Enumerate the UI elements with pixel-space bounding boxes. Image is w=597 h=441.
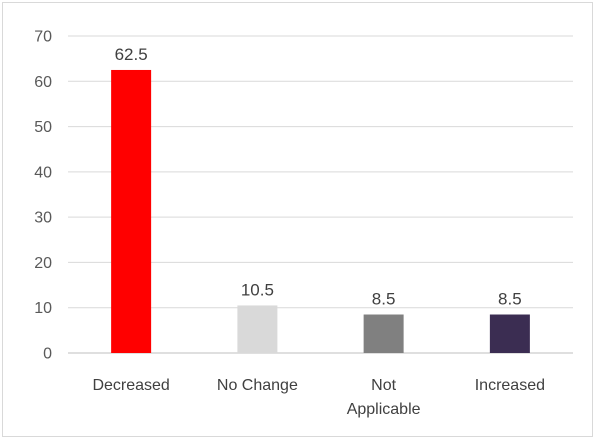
chart-frame xyxy=(2,2,593,437)
x-axis-labels: Decreased No Change Not Applicable Increased xyxy=(92,377,545,418)
y-axis-ticks: 0 10 20 30 40 50 60 70 xyxy=(34,29,52,363)
y-tick-label: 20 xyxy=(34,255,52,272)
y-tick-label: 70 xyxy=(34,29,52,46)
y-tick-label: 50 xyxy=(34,119,52,136)
bar-decreased xyxy=(111,69,152,353)
gridlines xyxy=(68,35,573,354)
data-label: 8.5 xyxy=(498,290,522,309)
data-label: 10.5 xyxy=(241,280,274,299)
x-tick-label: No Change xyxy=(217,377,298,394)
bar-no-change xyxy=(237,305,278,353)
y-tick-label: 60 xyxy=(34,74,52,91)
bar-increased xyxy=(489,314,530,353)
y-tick-label: 40 xyxy=(34,164,52,181)
y-tick-label: 10 xyxy=(34,300,52,317)
bar-not-applicable xyxy=(363,314,404,353)
y-tick-label: 30 xyxy=(34,210,52,227)
x-tick-label: Increased xyxy=(475,377,545,394)
x-tick-label: Not Applicable xyxy=(347,377,421,418)
y-tick-label: 0 xyxy=(43,346,52,363)
data-label: 62.5 xyxy=(115,45,148,64)
data-labels: 62.5 10.5 8.5 8.5 xyxy=(115,45,522,309)
x-tick-label: Decreased xyxy=(92,377,169,394)
bars xyxy=(111,69,530,353)
data-label: 8.5 xyxy=(372,290,396,309)
